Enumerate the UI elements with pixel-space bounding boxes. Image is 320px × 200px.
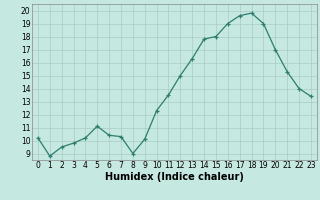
X-axis label: Humidex (Indice chaleur): Humidex (Indice chaleur) xyxy=(105,172,244,182)
